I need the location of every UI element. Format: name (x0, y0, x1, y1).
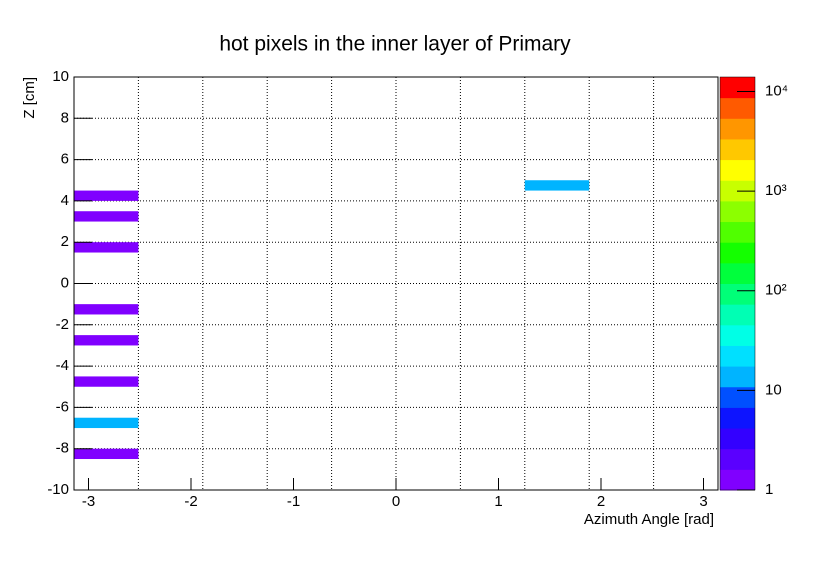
colorbar-band (720, 366, 755, 388)
heatmap-cell (524, 180, 590, 191)
y-tick-label: 8 (61, 109, 69, 126)
y-tick-label: 6 (61, 151, 69, 168)
colorbar-band (720, 407, 755, 429)
x-tick-label: 3 (699, 493, 707, 510)
z-tick-label: 10² (765, 282, 787, 299)
x-tick-label: -3 (82, 493, 95, 510)
colorbar-band (720, 138, 755, 161)
heatmap-cell (74, 448, 139, 460)
y-tick-label: 10 (52, 68, 69, 85)
heatmap-cell (74, 335, 139, 346)
heatmap-cell (74, 417, 139, 429)
chart-title: hot pixels in the inner layer of Primary (219, 33, 571, 56)
z-tick-label: 10⁴ (765, 83, 788, 100)
x-tick-label: -2 (184, 493, 197, 510)
colorbar-band (720, 386, 755, 408)
colorbar-band (720, 304, 755, 326)
heatmap-cell (74, 190, 139, 201)
y-tick-label: -2 (56, 316, 69, 333)
y-tick-label: -10 (47, 481, 69, 498)
colorbar-band (720, 469, 755, 491)
colorbar-band (720, 118, 755, 140)
x-tick-label: 1 (494, 493, 502, 510)
colorbar-band (720, 97, 755, 119)
heatmap-cell (74, 242, 139, 253)
y-tick-label: 2 (61, 233, 69, 250)
x-tick-label: 0 (392, 493, 400, 510)
y-tick-label: -8 (56, 440, 69, 457)
colorbar-band (720, 77, 755, 99)
colorbar-band (720, 221, 755, 243)
colorbar-band (720, 159, 755, 181)
colorbar-band (720, 262, 755, 284)
colorbar-band (720, 242, 755, 264)
colorbar-band (720, 448, 755, 470)
x-tick-label: -1 (287, 493, 300, 510)
colorbar-band (720, 428, 755, 450)
heatmap-cell (74, 211, 139, 222)
colorbar-band (720, 283, 755, 305)
y-tick-label: -6 (56, 398, 69, 415)
heatmap-cell (74, 376, 139, 387)
x-tick-label: 2 (597, 493, 605, 510)
y-axis-label: Z [cm] (21, 77, 38, 119)
y-tick-label: -4 (56, 357, 69, 374)
x-axis-label: Azimuth Angle [rad] (584, 511, 714, 528)
y-tick-label: 0 (61, 274, 69, 291)
colorbar-band (720, 324, 755, 346)
colorbar-band (720, 345, 755, 367)
z-tick-label: 10³ (765, 182, 787, 199)
heatmap-cell (74, 304, 139, 315)
y-tick-label: 4 (61, 192, 69, 209)
z-tick-label: 10 (765, 381, 782, 398)
z-tick-label: 1 (765, 481, 773, 498)
colorbar-band (720, 200, 755, 223)
